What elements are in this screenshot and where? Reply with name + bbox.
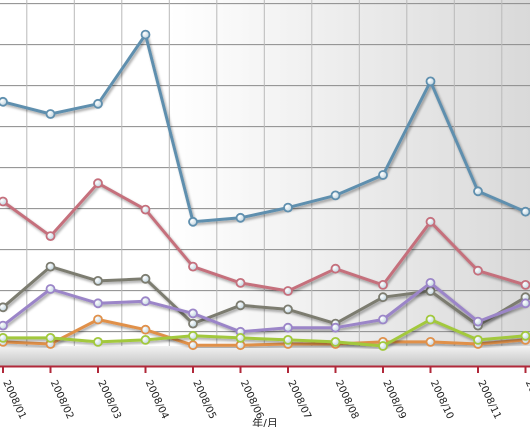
x-tick-label: 2008/05: [190, 379, 218, 421]
data-point: [425, 216, 436, 227]
data-point: [140, 273, 151, 284]
data-point: [425, 277, 436, 288]
data-point: [45, 231, 56, 242]
data-point: [0, 302, 8, 313]
data-point: [235, 277, 246, 288]
x-tick-label: 2008/08: [333, 379, 361, 421]
data-point: [378, 170, 388, 180]
data-point: [45, 332, 56, 343]
data-point: [283, 304, 293, 315]
data-point: [235, 332, 246, 343]
data-point: [330, 190, 341, 201]
data-point: [425, 336, 436, 347]
series-4: [0, 277, 530, 337]
data-point: [188, 318, 198, 329]
data-point: [140, 324, 151, 335]
data-point: [378, 279, 388, 290]
data-point: [93, 98, 103, 109]
data-point: [425, 286, 436, 296]
x-tick-label: 2008/09: [380, 379, 408, 421]
data-point: [0, 333, 8, 343]
series-line: [1, 265, 527, 328]
x-tick-label: 2008/11: [475, 379, 503, 421]
data-point: [283, 334, 293, 345]
data-point: [378, 341, 388, 351]
series-1: [0, 29, 530, 227]
data-point: [330, 322, 341, 333]
data-point: [188, 330, 198, 341]
data-point: [0, 96, 8, 107]
data-point: [45, 261, 56, 272]
data-point: [188, 308, 198, 319]
data-point: [283, 322, 293, 333]
plot-background: [0, 0, 530, 346]
x-tick-label: 2008/12: [523, 379, 530, 421]
series-line: [1, 281, 527, 334]
data-point: [235, 212, 246, 223]
x-axis-title: 年/月: [252, 416, 278, 427]
data-point: [140, 296, 151, 307]
data-point: [140, 204, 151, 215]
data-point: [425, 314, 436, 325]
data-point: [93, 336, 103, 347]
data-point: [330, 336, 341, 347]
data-point: [93, 275, 103, 286]
x-tick-label: 2008/10: [428, 379, 456, 421]
data-point: [473, 265, 483, 276]
data-point: [283, 202, 293, 213]
x-tick-label: 2008/01: [0, 379, 28, 421]
grid: [0, 0, 530, 346]
data-point: [473, 316, 483, 327]
data-point: [425, 76, 436, 87]
data-point: [0, 320, 8, 331]
data-point: [93, 314, 103, 325]
data-point: [93, 178, 103, 189]
x-tick-label: 2008/02: [48, 379, 76, 421]
x-tick-label: 2008/06: [238, 379, 266, 421]
data-point: [45, 109, 56, 119]
data-point: [0, 196, 8, 207]
data-point: [330, 263, 341, 274]
series-2: [0, 178, 530, 296]
series: [0, 29, 530, 351]
axis-band: [0, 346, 530, 366]
x-axis-ticks: 2008/01 2008/02 2008/03 2008/04 2008/05 2008/…: [0, 366, 530, 421]
data-point: [473, 334, 483, 345]
series-line: [1, 33, 527, 224]
data-point: [93, 298, 103, 309]
data-point: [188, 261, 198, 272]
data-point: [235, 300, 246, 311]
x-tick-label: 2008/03: [95, 379, 123, 421]
data-point: [520, 206, 530, 217]
data-point: [473, 186, 483, 197]
data-point: [520, 298, 530, 309]
data-point: [188, 340, 198, 351]
data-point: [283, 286, 293, 296]
data-point: [520, 330, 530, 341]
series-6: [0, 314, 530, 351]
data-point: [378, 314, 388, 325]
data-point: [140, 334, 151, 345]
data-point: [140, 29, 151, 40]
series-line: [1, 181, 527, 293]
data-point: [188, 216, 198, 227]
x-tick-label: 2008/04: [143, 379, 171, 421]
data-point: [520, 280, 530, 290]
series-line: [1, 318, 527, 348]
x-tick-label: 2008/07: [285, 379, 313, 421]
data-point: [378, 292, 388, 303]
series-line: [1, 318, 527, 347]
data-point: [45, 284, 56, 294]
